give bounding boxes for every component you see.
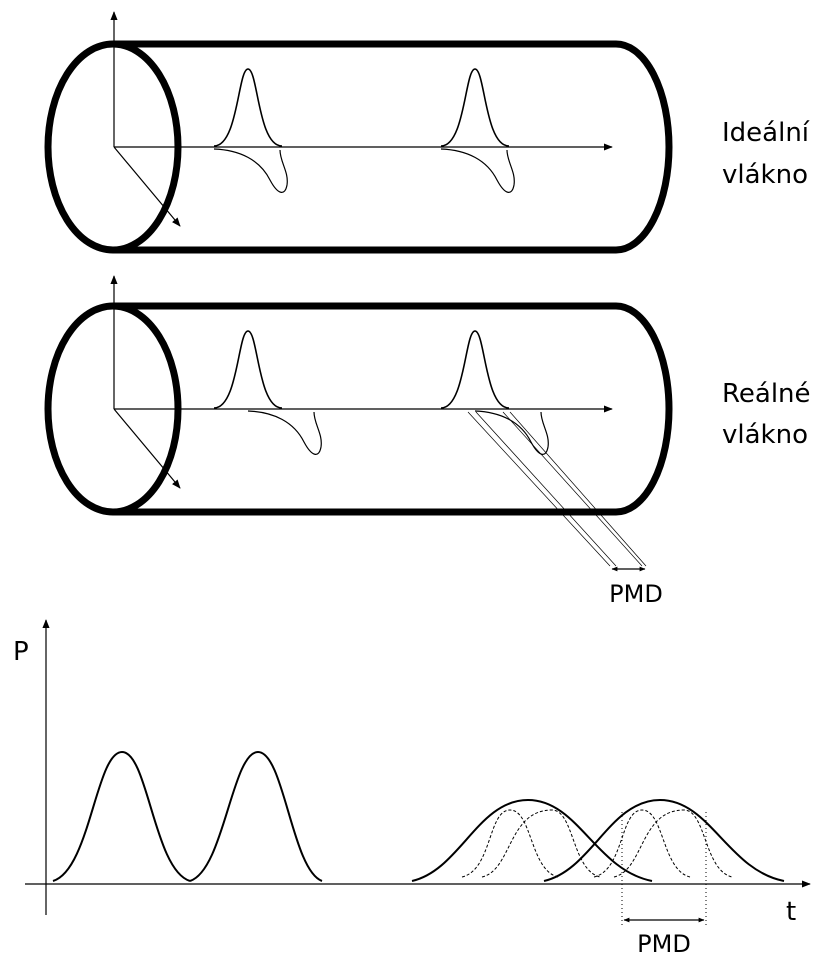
pulse-component-dashed: [613, 809, 733, 878]
fiber-label: Reálné vlákno: [722, 379, 819, 450]
pmd-label: PMD: [609, 580, 663, 608]
pulse-horizontal-delayed: [474, 410, 549, 455]
fiber-body: [113, 302, 673, 516]
pulse-narrow: [52, 750, 191, 882]
pulse-vertical: [213, 68, 283, 147]
t-axis-label: t: [786, 897, 796, 927]
power-time-plot: P t PMD: [13, 619, 811, 957]
pulse-broadened: [543, 798, 785, 882]
pmd-projection-line: [509, 411, 647, 567]
real-fiber: PMD Reálné vlákno: [44, 275, 819, 608]
pmd-label: PMD: [637, 930, 691, 957]
pulse-horizontal: [440, 148, 515, 193]
fiber-label-line1: Ideální: [722, 118, 810, 148]
pulse-component-dashed: [461, 809, 559, 878]
fiber-label-line1: Reálné: [722, 379, 811, 409]
pulse-vertical: [440, 68, 510, 147]
pulse-component-dashed: [481, 809, 601, 878]
pulse-narrow: [189, 750, 323, 882]
pulse-vertical: [213, 330, 283, 409]
fiber-body: [113, 40, 673, 254]
pmd-projection-line: [467, 411, 611, 567]
axis-diagonal: [113, 146, 181, 227]
pulse-vertical: [440, 330, 510, 409]
ideal-fiber: Ideální vlákno: [44, 11, 817, 254]
fiber-label: Ideální vlákno: [722, 118, 817, 190]
pmd-projection-line: [502, 411, 643, 567]
axis-diagonal: [113, 408, 181, 489]
pulse-horizontal: [213, 148, 288, 193]
pulse-broadened: [411, 798, 653, 882]
pulse-horizontal-delayed: [247, 410, 322, 455]
p-axis-label: P: [13, 637, 29, 667]
pmd-projection-line: [475, 411, 617, 567]
fiber-label-line2: vlákno: [722, 420, 808, 450]
fiber-label-line2: vlákno: [722, 160, 808, 190]
pulse-component-dashed: [593, 809, 691, 878]
